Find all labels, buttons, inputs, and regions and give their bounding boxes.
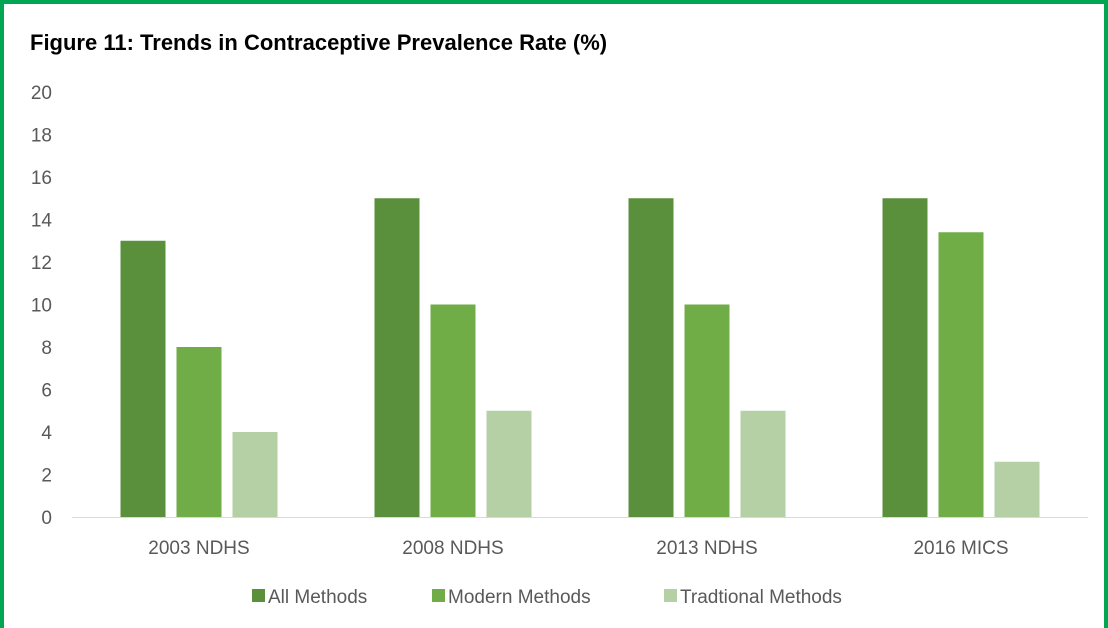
y-tick-label: 20	[31, 83, 52, 104]
legend-label: Modern Methods	[448, 587, 591, 608]
bar-tradtional-methods	[740, 410, 786, 517]
y-tick-label: 16	[31, 168, 52, 189]
bar-modern-methods	[176, 347, 222, 517]
x-tick-label: 2016 MICS	[913, 538, 1008, 559]
legend-swatch	[432, 589, 445, 602]
legend-swatch	[664, 589, 677, 602]
legend-swatch	[252, 589, 265, 602]
y-tick-label: 10	[31, 296, 52, 317]
legend: All Methods Modern Methods Tradtional Meth…	[252, 587, 842, 608]
bar-all-methods	[374, 198, 420, 517]
legend-label: Tradtional Methods	[680, 587, 842, 608]
bar-tradtional-methods	[994, 461, 1040, 517]
bar-modern-methods	[684, 304, 730, 517]
bar-modern-methods	[430, 304, 476, 517]
bar-modern-methods	[938, 232, 984, 517]
y-tick-label: 6	[41, 381, 52, 402]
legend-label: All Methods	[268, 587, 367, 608]
x-tick-label: 2008 NDHS	[402, 538, 503, 559]
y-tick-label: 12	[31, 253, 52, 274]
y-tick-label: 14	[31, 211, 53, 232]
bar-all-methods	[628, 198, 674, 517]
x-tick-label: 2003 NDHS	[148, 538, 249, 559]
x-axis: 2003 NDHS 2008 NDHS 2013 NDHS 2016 MICS	[72, 517, 1088, 559]
y-tick-label: 4	[41, 423, 52, 444]
y-tick-label: 18	[31, 126, 52, 147]
bar-all-methods	[120, 240, 166, 517]
bar-all-methods	[882, 198, 928, 517]
chart-title: Figure 11: Trends in Contraceptive Preva…	[30, 30, 608, 55]
bar-tradtional-methods	[232, 432, 278, 517]
bars	[120, 198, 1040, 517]
y-tick-label: 0	[41, 508, 52, 529]
bar-tradtional-methods	[486, 410, 532, 517]
y-tick-label: 8	[41, 338, 52, 359]
x-tick-label: 2013 NDHS	[656, 538, 757, 559]
y-axis: 0 2 4 6 8 10 12 14 16 18 20	[31, 83, 53, 529]
y-tick-label: 2	[41, 466, 52, 487]
